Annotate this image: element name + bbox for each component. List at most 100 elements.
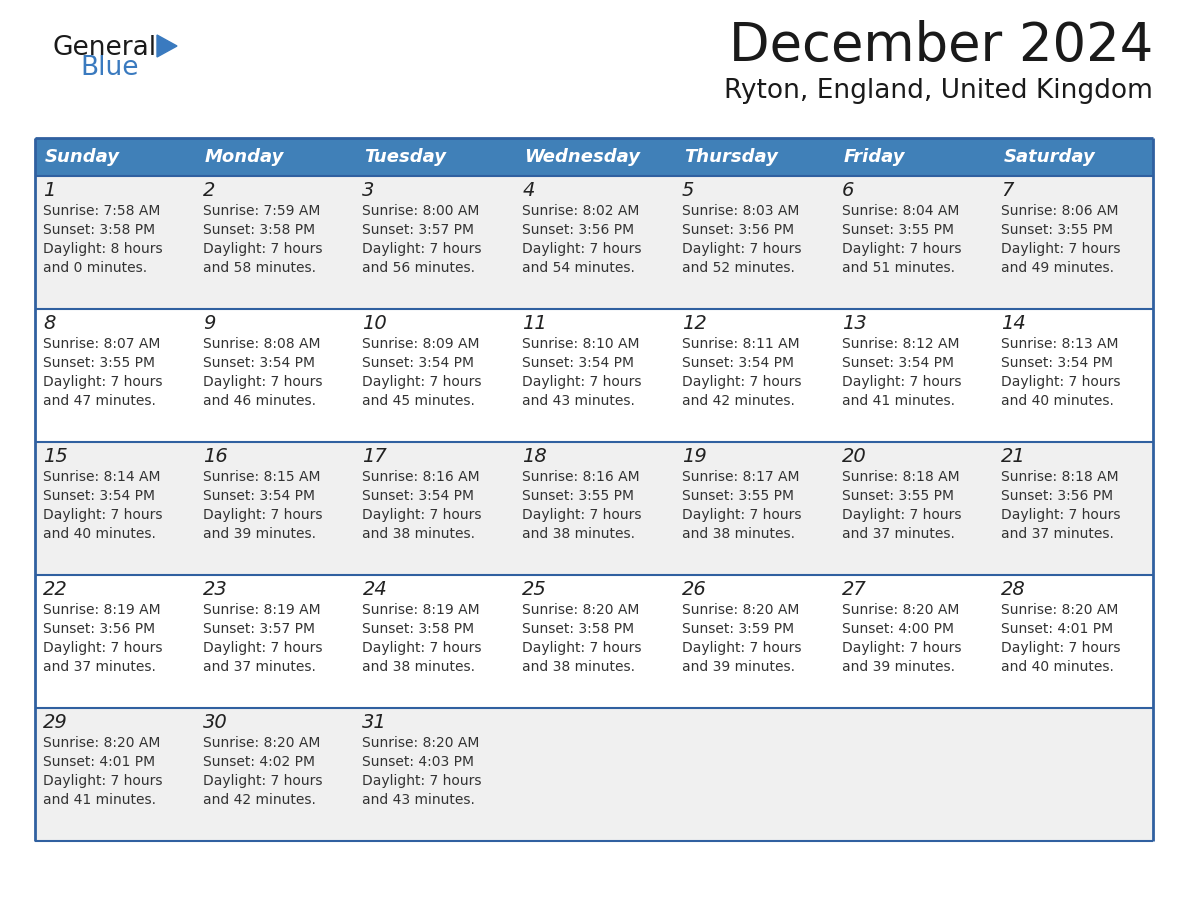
Text: Sunset: 3:56 PM: Sunset: 3:56 PM <box>43 622 156 636</box>
Text: 27: 27 <box>841 580 866 599</box>
Text: Daylight: 7 hours: Daylight: 7 hours <box>43 641 163 655</box>
Text: Daylight: 7 hours: Daylight: 7 hours <box>1001 508 1120 522</box>
Bar <box>834 138 993 176</box>
Text: Sunset: 3:54 PM: Sunset: 3:54 PM <box>682 356 794 370</box>
Text: 12: 12 <box>682 314 707 333</box>
Text: Sunset: 3:58 PM: Sunset: 3:58 PM <box>362 622 474 636</box>
Text: Sunset: 3:54 PM: Sunset: 3:54 PM <box>362 489 474 503</box>
Text: Sunset: 3:54 PM: Sunset: 3:54 PM <box>43 489 154 503</box>
Text: Sunrise: 8:13 AM: Sunrise: 8:13 AM <box>1001 337 1119 351</box>
Text: Daylight: 7 hours: Daylight: 7 hours <box>362 242 482 256</box>
Text: Friday: Friday <box>843 148 905 166</box>
Text: 3: 3 <box>362 181 374 200</box>
Text: Sunset: 3:54 PM: Sunset: 3:54 PM <box>203 489 315 503</box>
Bar <box>993 708 1154 841</box>
Text: Daylight: 7 hours: Daylight: 7 hours <box>1001 375 1120 389</box>
Bar <box>34 575 195 708</box>
Text: 24: 24 <box>362 580 387 599</box>
Text: Sunset: 3:55 PM: Sunset: 3:55 PM <box>43 356 154 370</box>
Text: 30: 30 <box>203 713 227 732</box>
Bar <box>674 575 834 708</box>
Text: Sunset: 4:03 PM: Sunset: 4:03 PM <box>362 755 474 769</box>
Text: 23: 23 <box>203 580 227 599</box>
Text: Sunrise: 8:16 AM: Sunrise: 8:16 AM <box>362 470 480 484</box>
Text: Daylight: 7 hours: Daylight: 7 hours <box>841 508 961 522</box>
Bar <box>993 575 1154 708</box>
Text: Daylight: 7 hours: Daylight: 7 hours <box>841 375 961 389</box>
Text: and 52 minutes.: and 52 minutes. <box>682 261 795 275</box>
Text: 7: 7 <box>1001 181 1013 200</box>
Text: and 45 minutes.: and 45 minutes. <box>362 394 475 408</box>
Text: and 38 minutes.: and 38 minutes. <box>362 660 475 674</box>
Text: Daylight: 7 hours: Daylight: 7 hours <box>43 508 163 522</box>
Text: Sunset: 3:54 PM: Sunset: 3:54 PM <box>203 356 315 370</box>
Text: Sunset: 3:56 PM: Sunset: 3:56 PM <box>523 223 634 237</box>
Bar <box>354 138 514 176</box>
Text: Daylight: 7 hours: Daylight: 7 hours <box>682 641 802 655</box>
Text: Sunrise: 8:20 AM: Sunrise: 8:20 AM <box>841 603 959 617</box>
Text: Sunrise: 8:10 AM: Sunrise: 8:10 AM <box>523 337 639 351</box>
Text: Daylight: 7 hours: Daylight: 7 hours <box>43 774 163 788</box>
Text: Sunrise: 8:04 AM: Sunrise: 8:04 AM <box>841 204 959 218</box>
Text: 25: 25 <box>523 580 546 599</box>
Bar <box>34 138 195 176</box>
Text: 6: 6 <box>841 181 854 200</box>
Text: Sunset: 3:55 PM: Sunset: 3:55 PM <box>523 489 634 503</box>
Text: 8: 8 <box>43 314 56 333</box>
Bar <box>674 176 834 309</box>
Bar <box>993 176 1154 309</box>
Text: and 49 minutes.: and 49 minutes. <box>1001 261 1114 275</box>
Text: Daylight: 7 hours: Daylight: 7 hours <box>362 375 482 389</box>
Text: and 37 minutes.: and 37 minutes. <box>1001 527 1114 541</box>
Text: Sunset: 3:57 PM: Sunset: 3:57 PM <box>203 622 315 636</box>
Text: Daylight: 7 hours: Daylight: 7 hours <box>203 242 322 256</box>
Text: General: General <box>52 35 156 61</box>
Text: Sunset: 3:55 PM: Sunset: 3:55 PM <box>682 489 794 503</box>
Text: and 46 minutes.: and 46 minutes. <box>203 394 316 408</box>
Bar <box>34 309 195 442</box>
Text: Wednesday: Wednesday <box>524 148 640 166</box>
Text: and 43 minutes.: and 43 minutes. <box>362 793 475 807</box>
Bar <box>34 442 195 575</box>
Text: Sunrise: 8:07 AM: Sunrise: 8:07 AM <box>43 337 160 351</box>
Text: Daylight: 7 hours: Daylight: 7 hours <box>203 508 322 522</box>
Bar <box>514 708 674 841</box>
Text: Sunrise: 8:19 AM: Sunrise: 8:19 AM <box>203 603 321 617</box>
Text: Sunset: 3:54 PM: Sunset: 3:54 PM <box>841 356 954 370</box>
Text: 1: 1 <box>43 181 56 200</box>
Text: Sunset: 3:56 PM: Sunset: 3:56 PM <box>1001 489 1113 503</box>
Text: Sunset: 4:01 PM: Sunset: 4:01 PM <box>43 755 156 769</box>
Text: 26: 26 <box>682 580 707 599</box>
Text: Monday: Monday <box>204 148 284 166</box>
Text: 13: 13 <box>841 314 866 333</box>
Text: and 39 minutes.: and 39 minutes. <box>203 527 316 541</box>
Text: and 38 minutes.: and 38 minutes. <box>523 527 636 541</box>
Text: Sunrise: 8:19 AM: Sunrise: 8:19 AM <box>362 603 480 617</box>
Text: Sunrise: 8:18 AM: Sunrise: 8:18 AM <box>1001 470 1119 484</box>
Text: and 40 minutes.: and 40 minutes. <box>43 527 156 541</box>
Text: Sunset: 4:02 PM: Sunset: 4:02 PM <box>203 755 315 769</box>
Bar <box>834 442 993 575</box>
Text: and 43 minutes.: and 43 minutes. <box>523 394 636 408</box>
Text: 15: 15 <box>43 447 68 466</box>
Text: Sunrise: 8:17 AM: Sunrise: 8:17 AM <box>682 470 800 484</box>
Text: Sunset: 3:58 PM: Sunset: 3:58 PM <box>43 223 156 237</box>
Text: Daylight: 7 hours: Daylight: 7 hours <box>43 375 163 389</box>
Text: Daylight: 7 hours: Daylight: 7 hours <box>362 641 482 655</box>
Bar <box>34 176 195 309</box>
Bar <box>993 138 1154 176</box>
Text: Sunset: 3:54 PM: Sunset: 3:54 PM <box>523 356 634 370</box>
Bar <box>195 309 354 442</box>
Text: Sunset: 3:58 PM: Sunset: 3:58 PM <box>523 622 634 636</box>
Text: 17: 17 <box>362 447 387 466</box>
Text: Daylight: 7 hours: Daylight: 7 hours <box>682 375 802 389</box>
Text: Sunrise: 7:58 AM: Sunrise: 7:58 AM <box>43 204 160 218</box>
Bar <box>834 575 993 708</box>
Text: 22: 22 <box>43 580 68 599</box>
Text: Sunset: 3:54 PM: Sunset: 3:54 PM <box>1001 356 1113 370</box>
Text: and 38 minutes.: and 38 minutes. <box>362 527 475 541</box>
Text: and 39 minutes.: and 39 minutes. <box>841 660 955 674</box>
Text: Daylight: 7 hours: Daylight: 7 hours <box>203 375 322 389</box>
Text: Daylight: 7 hours: Daylight: 7 hours <box>523 242 642 256</box>
Text: and 58 minutes.: and 58 minutes. <box>203 261 316 275</box>
